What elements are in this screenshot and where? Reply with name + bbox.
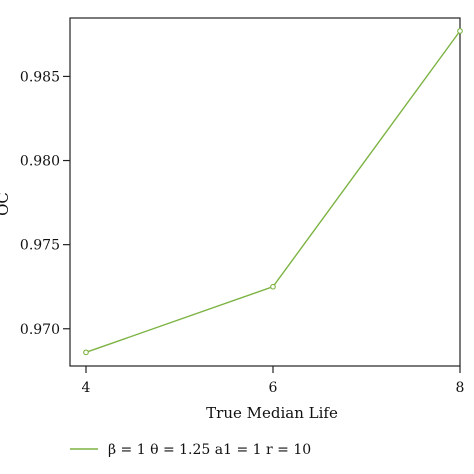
data-point <box>83 349 89 356</box>
legend: β = 1 θ = 1.25 a1 = 1 r = 10 <box>70 442 311 458</box>
x-axis: 4 6 8 <box>82 366 465 396</box>
y-axis: 0.970 0.975 0.980 0.985 <box>20 69 70 338</box>
data-point <box>457 28 463 34</box>
y-tick-label: 0.985 <box>20 69 60 85</box>
series-line <box>85 30 461 353</box>
series-layer <box>83 28 463 356</box>
data-point <box>270 283 276 290</box>
y-tick-label: 0.970 <box>20 322 60 338</box>
legend-label: β = 1 θ = 1.25 a1 = 1 r = 10 <box>108 442 311 458</box>
plot-frame <box>69 17 461 367</box>
x-axis-title: True Median Life <box>206 404 338 422</box>
y-axis-title: OC <box>0 192 12 216</box>
x-tick-label: 4 <box>82 380 91 396</box>
x-tick-label: 6 <box>269 380 278 396</box>
y-tick-label: 0.975 <box>20 238 60 254</box>
y-tick-label: 0.980 <box>20 154 60 170</box>
x-tick-label: 8 <box>456 380 465 396</box>
